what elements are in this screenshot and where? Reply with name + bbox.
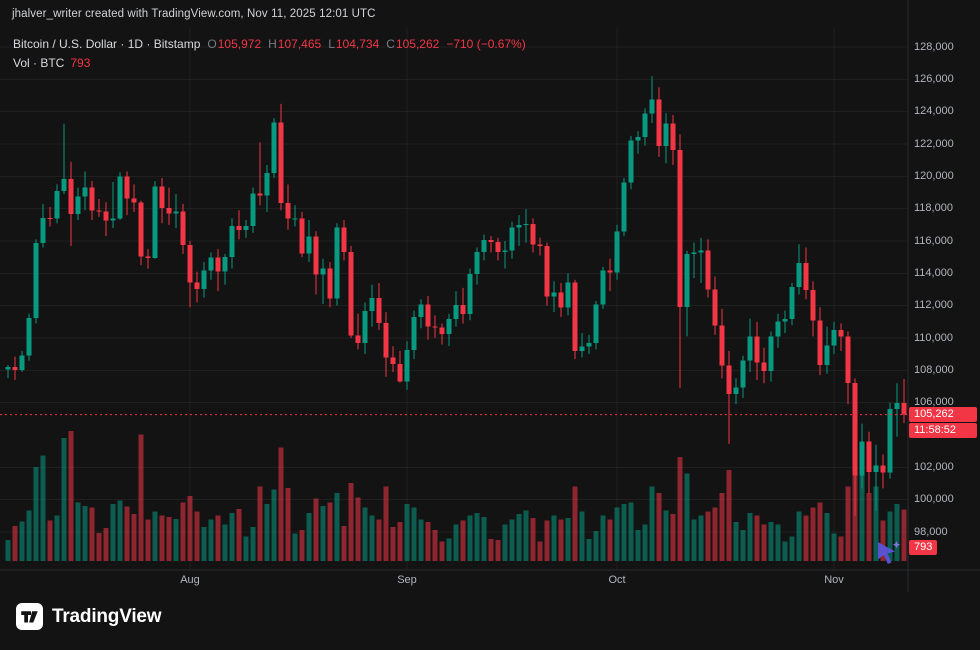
- price-axis-label: 98,000: [914, 525, 948, 538]
- price-axis-label: 108,000: [914, 363, 954, 376]
- low-value: 104,734: [335, 37, 380, 51]
- current-price-badge: 105,262 11:58:52: [909, 407, 977, 439]
- price-axis-label: 110,000: [914, 331, 953, 344]
- price-axis[interactable]: 128,000 126,000 124,000 122,000 120,000 118,0…: [914, 0, 978, 600]
- price-axis-label: 124,000: [914, 105, 954, 118]
- volume-layer: [5, 431, 907, 561]
- price-axis-label: 122,000: [914, 137, 954, 150]
- cursor-sparkle-icon: [878, 541, 901, 564]
- volume-label: Vol · BTC: [13, 56, 65, 70]
- candles-layer: [5, 76, 907, 516]
- chart-legend: Bitcoin / U.S. Dollar · 1D · Bitstamp O1…: [13, 35, 526, 73]
- symbol-ohlc-row: Bitcoin / U.S. Dollar · 1D · Bitstamp O1…: [13, 35, 526, 54]
- grid-layer: [0, 28, 908, 570]
- volume-row: Vol · BTC 793: [13, 54, 526, 73]
- tradingview-logo[interactable]: TradingView: [16, 603, 162, 630]
- volume-axis-badge: 793: [909, 540, 938, 555]
- tradingview-wordmark: TradingView: [52, 605, 162, 627]
- close-label: C: [386, 37, 395, 51]
- price-axis-label: 128,000: [914, 40, 954, 53]
- time-axis[interactable]: Aug Sep Oct Nov: [0, 573, 908, 591]
- open-value: 105,972: [217, 37, 262, 51]
- high-label: H: [268, 37, 277, 51]
- price-axis-label: 118,000: [914, 202, 953, 215]
- price-axis-label: 114,000: [914, 266, 953, 279]
- ohlc-close: C105,262: [386, 35, 439, 54]
- ohlc-high: H107,465: [268, 35, 321, 54]
- price-axis-label: 100,000: [914, 493, 954, 506]
- price-axis-label: 126,000: [914, 72, 954, 85]
- time-axis-label: Sep: [397, 574, 417, 586]
- change-value: −710 (−0.67%): [446, 37, 526, 51]
- open-label: O: [207, 37, 217, 51]
- tradingview-logo-icon: [16, 603, 43, 630]
- price-axis-label: 120,000: [914, 169, 954, 182]
- price-axis-label: 102,000: [914, 460, 954, 473]
- attribution-text: jhalver_writer created with TradingView.…: [12, 8, 376, 20]
- last-price-label: 105,262: [909, 407, 977, 423]
- price-axis-label: 116,000: [914, 234, 953, 247]
- volume-value: 793: [70, 56, 91, 70]
- axis-borders: [0, 0, 980, 592]
- price-axis-label: 106,000: [914, 396, 954, 409]
- time-axis-label: Aug: [180, 574, 200, 586]
- high-value: 107,465: [277, 37, 322, 51]
- time-axis-label: Oct: [608, 574, 626, 586]
- bar-countdown-label: 11:58:52: [909, 423, 977, 439]
- low-label: L: [328, 37, 335, 51]
- symbol-title[interactable]: Bitcoin / U.S. Dollar · 1D · Bitstamp: [13, 37, 201, 51]
- ohlc-open: O105,972: [207, 35, 261, 54]
- time-axis-label: Nov: [824, 574, 844, 586]
- price-axis-label: 112,000: [914, 299, 953, 312]
- close-value: 105,262: [395, 37, 440, 51]
- ohlc-low: L104,734: [328, 35, 379, 54]
